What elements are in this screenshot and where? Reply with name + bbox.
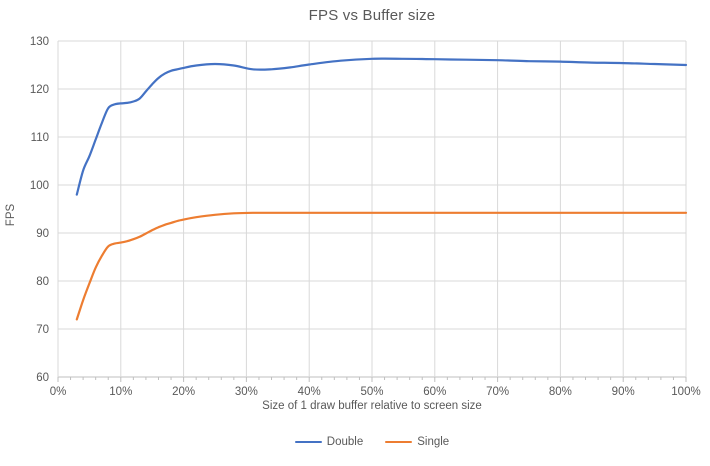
legend-item-double: Double <box>294 436 364 448</box>
legend: Double Single <box>58 436 686 448</box>
svg-text:0%: 0% <box>50 386 67 398</box>
legend-label-double: Double <box>326 436 364 448</box>
svg-text:50%: 50% <box>360 386 383 398</box>
svg-text:30%: 30% <box>235 386 258 398</box>
svg-text:120: 120 <box>30 84 49 96</box>
y-axis-title: FPS <box>5 203 17 227</box>
svg-text:90%: 90% <box>612 386 635 398</box>
svg-text:100%: 100% <box>671 386 700 398</box>
svg-text:80%: 80% <box>549 386 572 398</box>
legend-label-single: Single <box>417 436 450 448</box>
svg-text:70: 70 <box>36 324 49 336</box>
svg-text:80: 80 <box>36 276 49 288</box>
legend-item-single: Single <box>385 436 449 448</box>
series-line-single <box>75 211 688 321</box>
single-series-swatch <box>385 440 413 444</box>
svg-text:60%: 60% <box>423 386 446 398</box>
svg-text:60: 60 <box>36 372 49 384</box>
series-line-double <box>75 57 688 196</box>
chart-title: FPS vs Buffer size <box>308 7 436 24</box>
svg-text:90: 90 <box>36 228 49 240</box>
svg-text:130: 130 <box>30 36 49 48</box>
svg-text:10%: 10% <box>109 386 132 398</box>
svg-text:70%: 70% <box>486 386 509 398</box>
svg-text:100: 100 <box>30 180 49 192</box>
svg-text:40%: 40% <box>298 386 321 398</box>
double-series-swatch <box>294 440 322 444</box>
svg-text:110: 110 <box>31 132 49 144</box>
x-axis-title: Size of 1 draw buffer relative to screen… <box>262 400 482 412</box>
svg-text:20%: 20% <box>172 386 195 398</box>
